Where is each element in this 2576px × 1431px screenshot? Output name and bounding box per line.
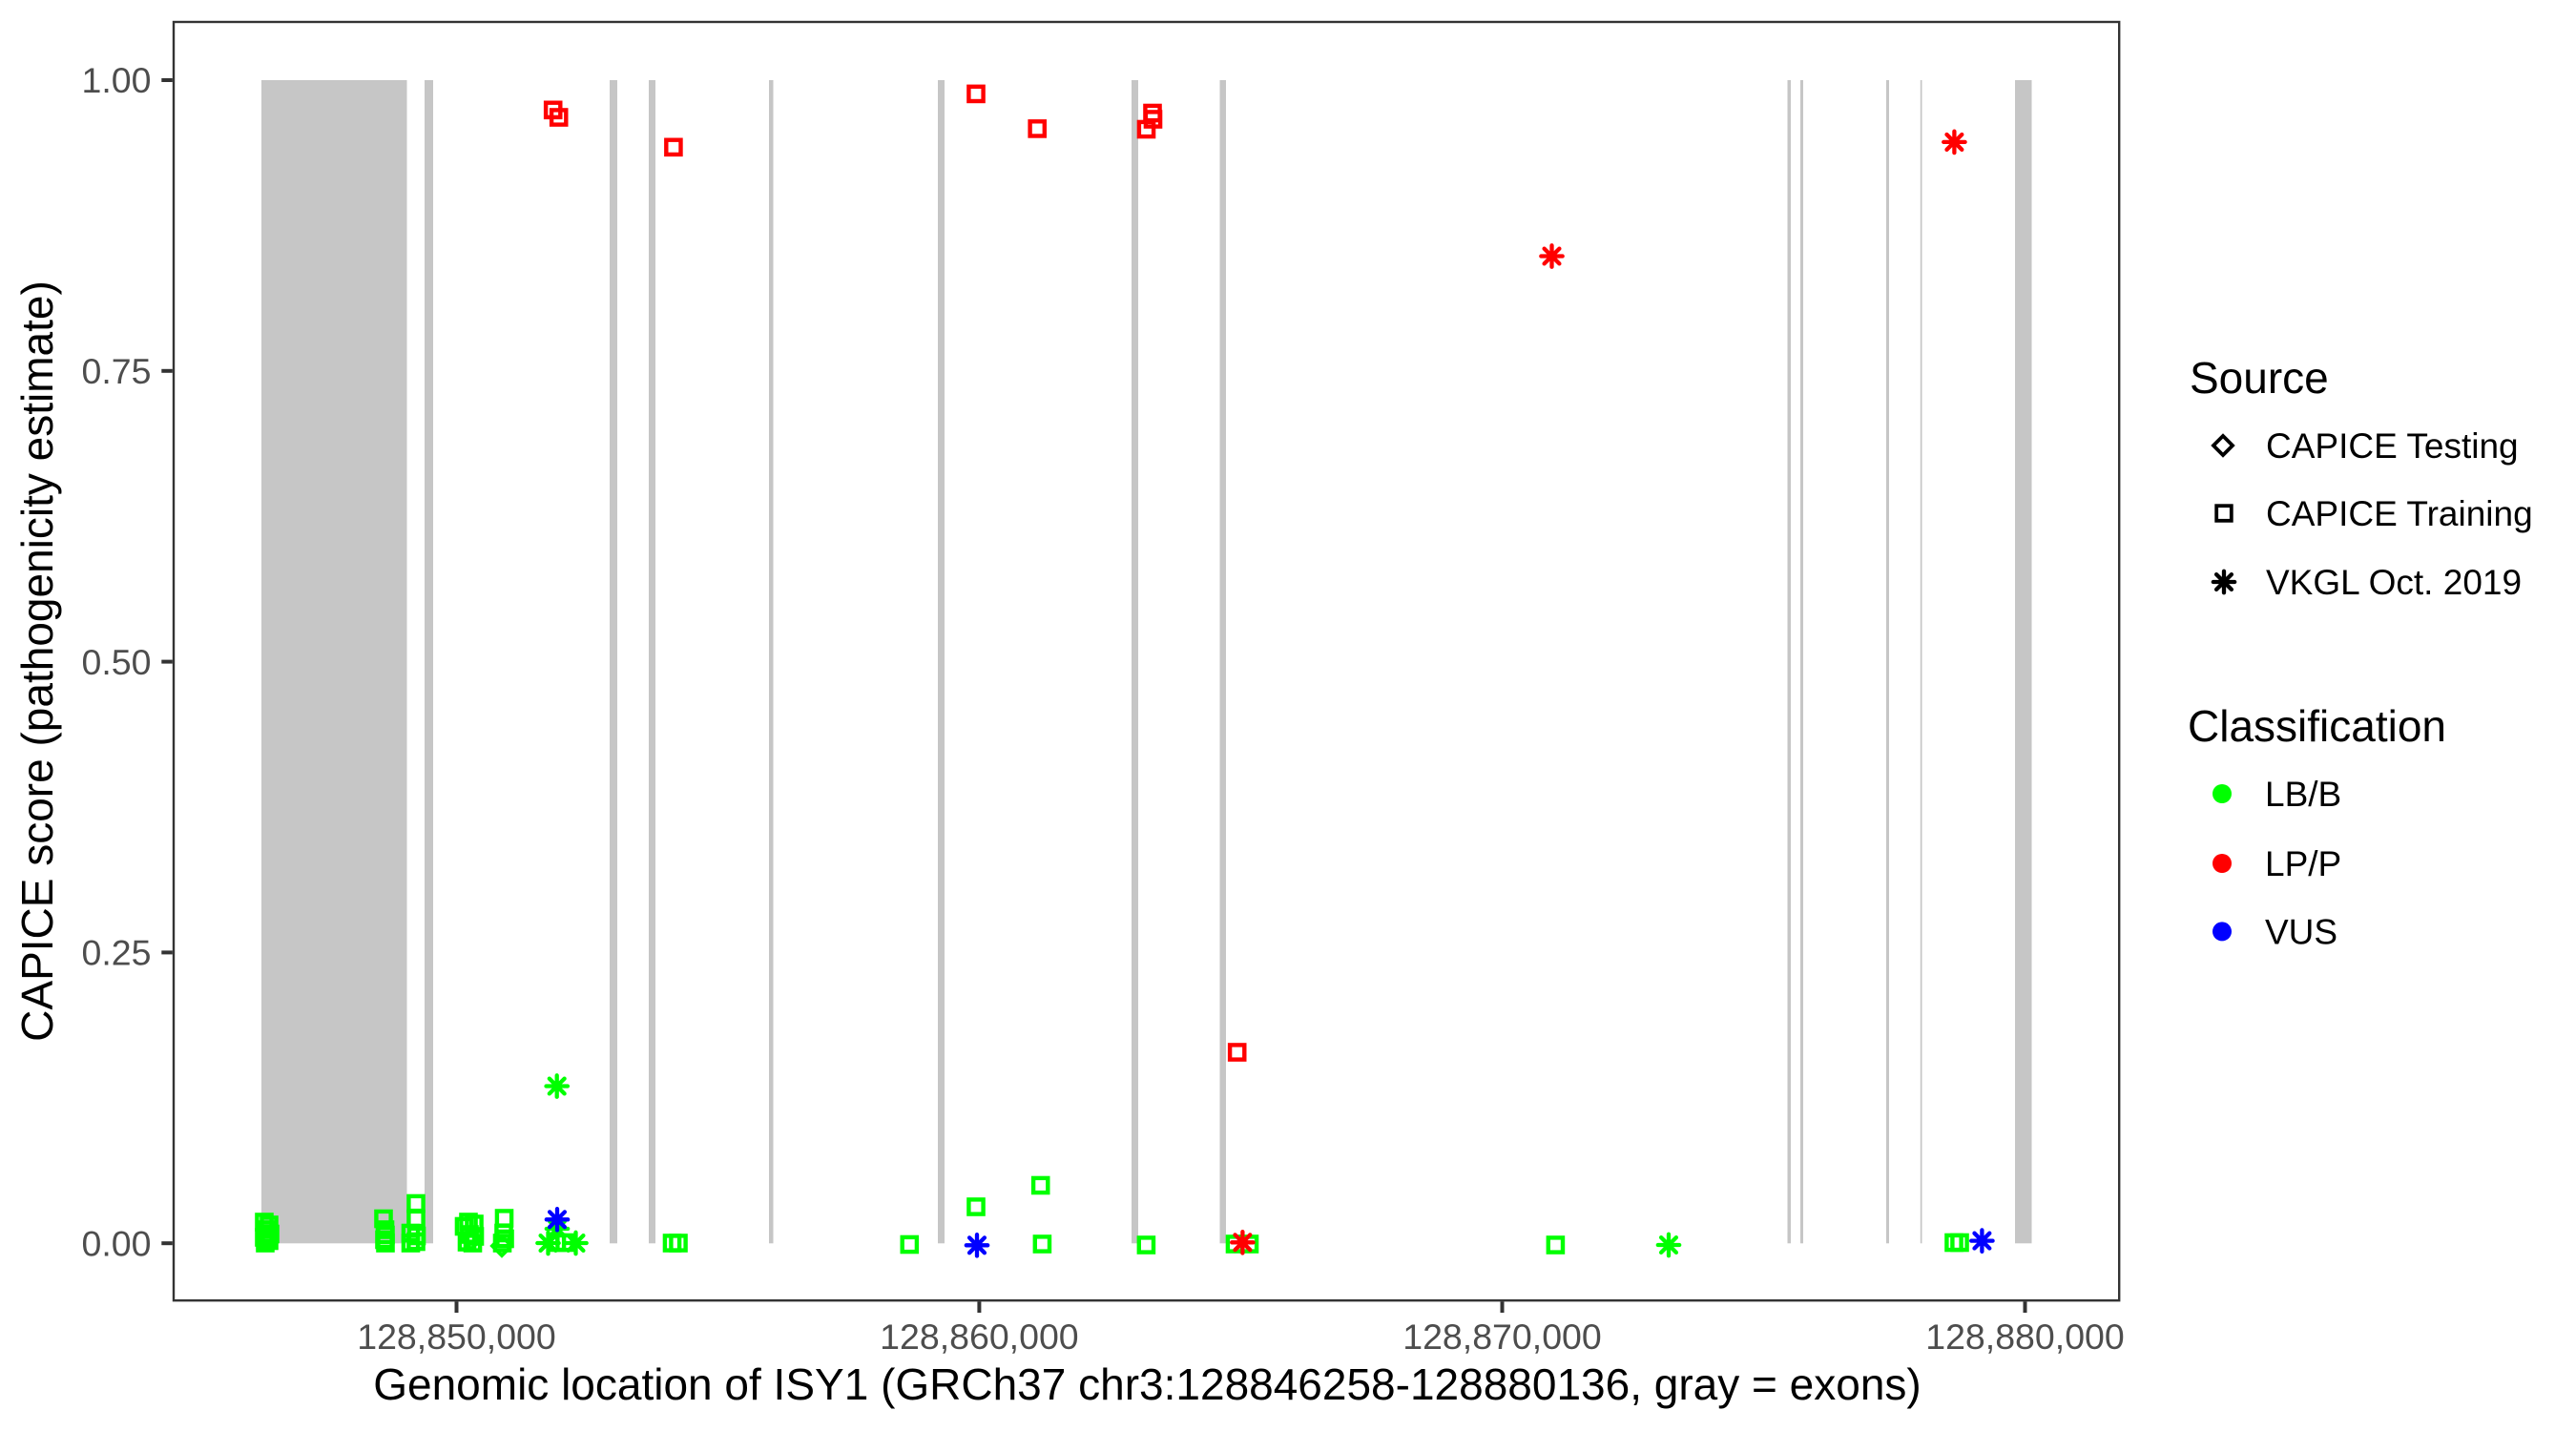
svg-text:CAPICE score (pathogenicity es: CAPICE score (pathogenicity estimate): [12, 280, 62, 1042]
svg-text:CAPICE Training: CAPICE Training: [2266, 494, 2533, 533]
svg-text:0.00: 0.00: [82, 1223, 152, 1263]
svg-text:LP/P: LP/P: [2265, 844, 2341, 883]
svg-text:CAPICE Testing: CAPICE Testing: [2266, 426, 2519, 466]
svg-text:LB/B: LB/B: [2265, 775, 2341, 814]
svg-text:128,860,000: 128,860,000: [880, 1317, 1079, 1357]
svg-text:0.25: 0.25: [82, 933, 152, 973]
svg-text:128,870,000: 128,870,000: [1402, 1317, 1602, 1357]
svg-text:128,850,000: 128,850,000: [357, 1317, 556, 1357]
svg-text:Genomic location of ISY1 (GRCh: Genomic location of ISY1 (GRCh37 chr3:12…: [373, 1359, 1922, 1409]
svg-text:Classification: Classification: [2188, 701, 2446, 751]
svg-text:Source: Source: [2190, 353, 2329, 403]
svg-text:VUS: VUS: [2265, 912, 2337, 951]
svg-text:1.00: 1.00: [82, 60, 152, 100]
svg-text:0.75: 0.75: [82, 351, 152, 391]
svg-text:0.50: 0.50: [82, 642, 152, 682]
svg-text:128,880,000: 128,880,000: [1925, 1317, 2125, 1357]
svg-text:VKGL Oct. 2019: VKGL Oct. 2019: [2266, 563, 2522, 602]
